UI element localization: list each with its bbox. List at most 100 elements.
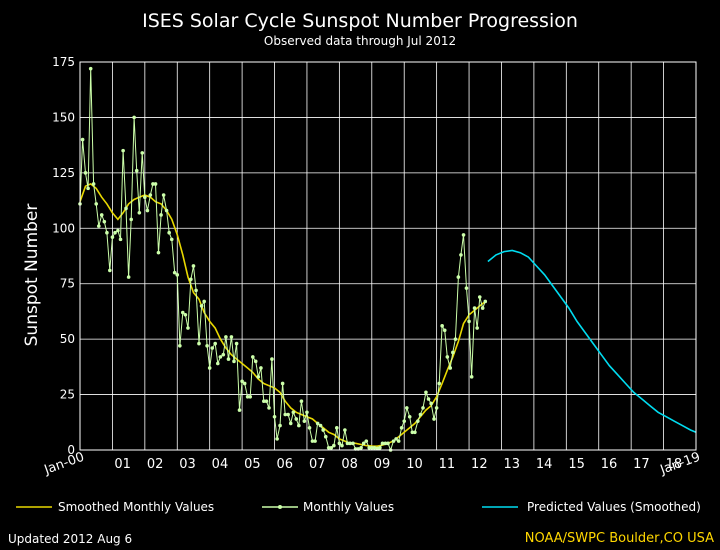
data-point: [291, 410, 296, 415]
data-point: [448, 366, 453, 370]
data-point: [394, 437, 398, 441]
x-tick-label: 08: [341, 457, 358, 472]
chart-subtitle: Observed data through Jul 2012: [264, 34, 456, 48]
legend-label: Monthly Values: [303, 500, 394, 514]
data-point: [310, 439, 315, 443]
data-point: [140, 151, 145, 155]
data-point: [475, 326, 479, 330]
data-point: [345, 441, 350, 446]
x-tick-label: 17: [633, 457, 650, 472]
data-point: [307, 426, 312, 430]
data-point: [372, 445, 377, 450]
data-point: [86, 186, 90, 191]
data-point: [391, 439, 396, 443]
data-point: [270, 357, 274, 361]
data-point: [83, 171, 88, 175]
x-tick-label: 12: [471, 457, 488, 472]
data-point: [380, 441, 385, 446]
y-tick-label: 175: [52, 55, 75, 69]
series-line: [487, 249, 697, 434]
data-point: [91, 182, 96, 186]
data-point: [464, 286, 469, 290]
legend-item: Monthly Values: [262, 500, 394, 514]
data-point: [326, 445, 331, 450]
data-point: [172, 270, 177, 275]
x-tick-label: 10: [406, 457, 423, 472]
data-point: [288, 421, 293, 426]
data-point: [337, 441, 342, 446]
data-point: [167, 230, 171, 235]
data-point: [207, 366, 212, 370]
legend-item: Predicted Values (Smoothed): [482, 500, 701, 514]
y-tick-label: 25: [60, 388, 75, 402]
data-point: [413, 430, 417, 435]
data-point: [151, 182, 155, 186]
x-tick-label: 04: [212, 457, 229, 472]
x-tick-label: 18: [666, 457, 683, 472]
data-point: [124, 206, 128, 211]
data-point: [221, 352, 226, 357]
data-point: [283, 412, 288, 417]
data-point: [267, 406, 271, 410]
data-point: [105, 230, 109, 235]
data-point: [451, 350, 455, 355]
legend-marker: [278, 505, 282, 509]
data-point: [88, 66, 93, 71]
x-tick-label: 03: [179, 457, 196, 472]
data-point: [343, 428, 347, 432]
data-point: [334, 426, 339, 430]
data-point: [453, 337, 458, 341]
data-point: [159, 213, 163, 217]
data-point: [459, 253, 463, 257]
data-point: [313, 439, 317, 443]
data-point: [321, 428, 325, 432]
data-point: [143, 195, 147, 200]
legend-label: Predicted Values (Smoothed): [527, 500, 701, 514]
data-point: [218, 355, 223, 359]
data-point: [424, 390, 428, 395]
credit-note: NOAA/SWPC Boulder,CO USA: [524, 531, 714, 546]
data-point: [396, 439, 401, 443]
data-point: [299, 399, 304, 404]
data-point: [202, 299, 206, 304]
data-point: [224, 335, 228, 339]
x-tick-label: 05: [244, 457, 261, 472]
x-tick-label: 14: [536, 457, 553, 472]
legend-item: Smoothed Monthly Values: [16, 500, 214, 514]
updated-note: Updated 2012 Aug 6: [8, 532, 133, 546]
data-point: [94, 202, 99, 206]
legend-label: Smoothed Monthly Values: [58, 500, 214, 514]
data-point: [421, 406, 425, 410]
x-tick-label: 11: [439, 457, 456, 472]
x-tick-label: 16: [601, 457, 618, 472]
data-point: [262, 399, 266, 404]
data-point: [405, 406, 409, 410]
data-point: [402, 419, 407, 423]
series-layer: [78, 66, 697, 452]
data-point: [367, 445, 371, 450]
data-point: [456, 275, 461, 279]
y-axis-label: Sunspot Number: [22, 204, 42, 347]
plot-frame: [79, 61, 697, 451]
y-tick-label: 150: [52, 110, 75, 124]
data-point: [251, 355, 255, 359]
data-point: [213, 341, 217, 346]
data-point: [323, 434, 328, 439]
data-point: [359, 445, 363, 450]
data-point: [369, 445, 374, 450]
data-point: [175, 273, 180, 277]
y-tick-label: 100: [52, 221, 75, 235]
data-point: [137, 210, 142, 215]
data-point: [461, 233, 466, 237]
data-point: [386, 441, 390, 446]
data-point: [253, 359, 258, 364]
data-point: [129, 217, 134, 222]
data-point: [280, 381, 285, 386]
data-point: [194, 288, 198, 293]
x-tick-label: 01: [114, 457, 131, 472]
data-point: [264, 399, 269, 404]
data-point: [297, 423, 301, 428]
data-point: [240, 379, 244, 384]
data-point: [121, 148, 125, 153]
